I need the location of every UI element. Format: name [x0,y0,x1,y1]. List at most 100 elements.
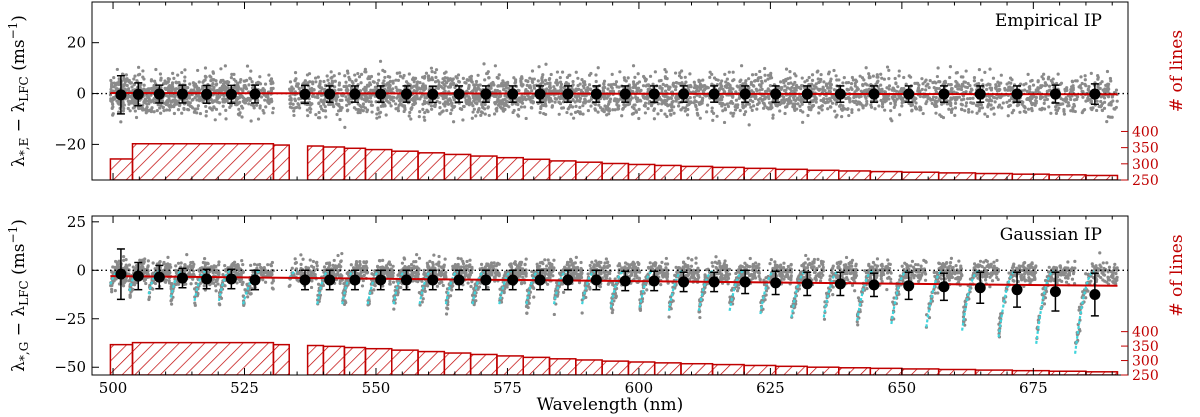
data-point [191,106,195,110]
histogram-bar [131,341,275,375]
data-point [436,86,441,90]
data-point [620,114,624,118]
data-point [1083,78,1087,82]
data-point [344,80,348,84]
data-point [421,82,425,86]
data-point [887,84,892,88]
data-point [755,89,759,93]
data-point [954,95,958,100]
data-point [468,97,472,101]
data-point [394,102,398,106]
data-point [403,106,407,110]
data-point [109,78,113,83]
binned-marker [562,88,574,100]
data-point [363,94,367,98]
histogram-bar [711,363,745,375]
data-point [513,81,517,85]
data-point [472,107,476,111]
data-point [259,88,263,92]
data-point [723,103,727,107]
data-point [387,88,392,93]
binned-point [974,85,986,103]
data-point [898,113,902,117]
data-point [502,88,506,92]
data-point [998,103,1002,107]
data-point [854,79,859,84]
binned-point [938,85,950,103]
data-point [824,84,829,88]
data-point [308,110,312,114]
data-point [444,70,448,74]
data-point [860,76,865,80]
data-point [189,265,193,269]
data-point [453,85,457,90]
data-point [450,108,454,112]
data-point [937,80,941,84]
data-point [980,78,984,82]
data-point [819,98,823,103]
data-point [218,80,223,84]
data-point [997,88,1001,92]
data-point [582,86,586,90]
data-point [392,95,396,99]
data-point [719,95,723,99]
data-point [130,96,134,101]
data-point [748,98,752,102]
right-tick-label: 400 [1132,124,1159,140]
data-point [358,110,362,115]
data-point [734,98,739,102]
data-point [1003,86,1007,91]
data-point [494,107,498,111]
data-point [418,110,422,114]
data-point [1036,80,1040,84]
data-point [288,94,292,98]
data-point [249,69,253,73]
binned-point [400,85,412,103]
data-point [501,109,506,113]
data-point [191,277,195,281]
data-point [171,85,175,89]
data-point [985,98,989,102]
data-point [964,104,968,108]
histogram-bar [1011,173,1050,180]
data-point [1091,106,1095,110]
data-point [359,105,363,109]
data-point [729,111,733,115]
data-point [159,111,163,115]
histogram-bar [838,367,872,375]
data-point [377,115,382,119]
data-point [635,89,639,94]
histogram-bar [575,161,603,180]
data-point [433,104,437,109]
data-point [397,99,401,103]
data-point [880,105,885,109]
data-point [1115,99,1119,103]
data-point [450,103,454,108]
data-point [826,107,830,111]
data-point [309,107,313,111]
data-point [395,89,399,93]
data-point [639,99,643,103]
data-point [933,99,937,103]
binned-point [132,82,144,107]
data-point [202,79,206,83]
data-point [668,109,672,113]
data-point [1089,100,1093,104]
data-point [685,113,690,117]
data-point [1088,97,1092,102]
data-point [479,113,483,117]
data-point [111,112,115,116]
data-point [601,109,605,113]
data-point [234,103,238,107]
histogram-bar [391,349,419,375]
data-point [421,102,425,106]
data-point [1096,85,1100,89]
data-point [151,261,155,265]
data-point [123,87,127,91]
data-point [529,95,533,99]
data-point [589,104,593,108]
data-point [992,112,996,116]
data-point [111,89,116,93]
data-point [606,108,610,112]
data-point [844,81,849,85]
